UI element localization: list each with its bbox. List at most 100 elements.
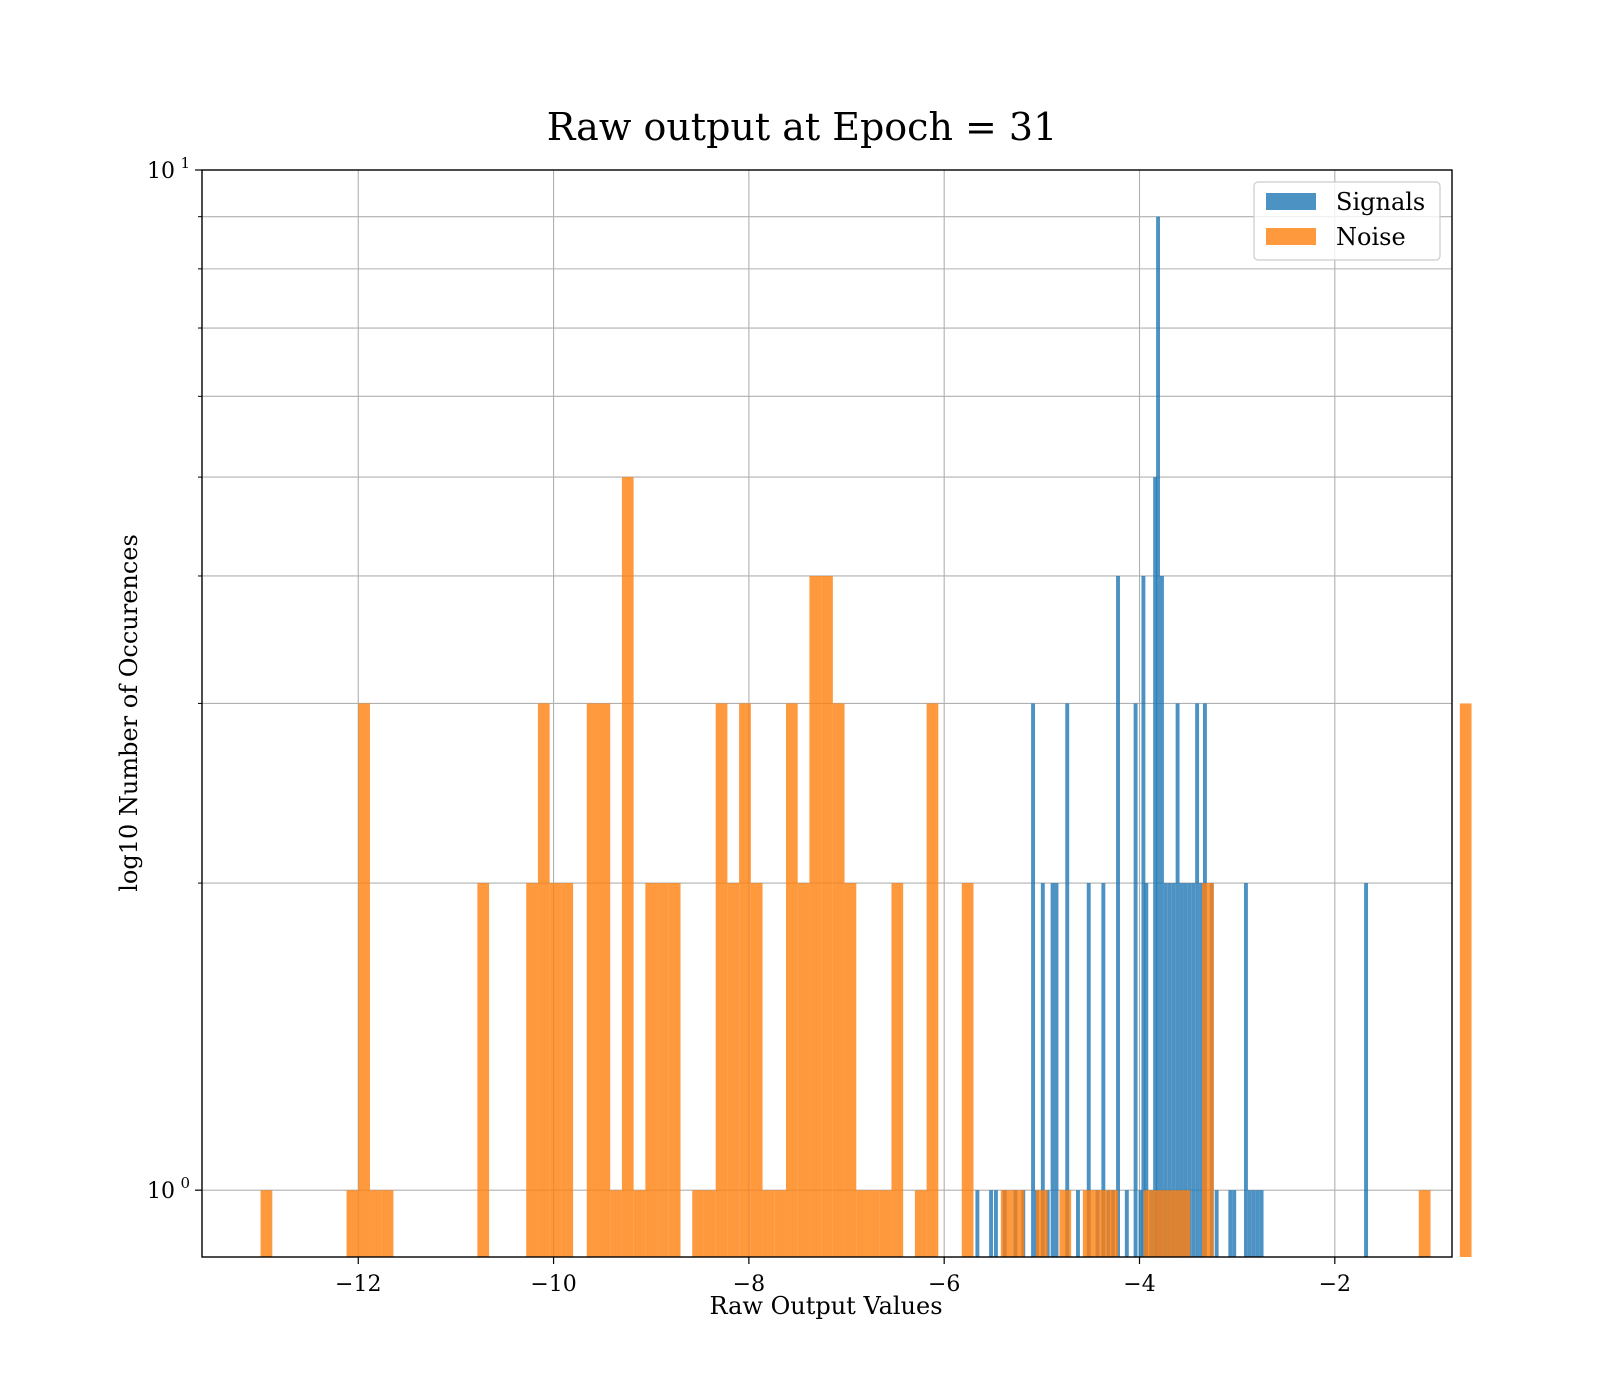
noise-bar [715,703,728,1257]
legend-label-noise: Noise [1336,223,1406,251]
noise-bar [832,703,845,1257]
signals-bar [1153,477,1158,1257]
signals-bar [975,1190,980,1257]
signals-bar [1199,883,1203,1257]
noise-bar [1155,1190,1167,1257]
x-axis-ticks: −12 −10 −8 −6 −4 −2 [335,1257,1351,1297]
y-tick-label: 10 [147,159,175,184]
noise-bar [1106,1190,1119,1257]
noise-bar [774,1190,786,1257]
chart-title: Raw output at Epoch = 31 [547,105,1058,149]
noise-bar [891,883,904,1257]
signals-bar [1138,1190,1143,1257]
noise-bar [598,703,611,1257]
signals-bar [1187,883,1192,1257]
signals-bar [1175,703,1180,1257]
signals-bar [1191,883,1196,1257]
signals-bar [1228,1190,1233,1257]
signals-bar [1364,883,1369,1257]
noise-bar [645,883,658,1257]
y-tick-label-base: 10 [147,159,175,184]
signals-bar [1171,883,1176,1257]
legend-label-signals: Signals [1336,188,1425,216]
noise-bar [1459,703,1472,1257]
signals-bar [1101,883,1106,1257]
noise-bar [1418,1190,1431,1257]
signals-bar [1040,883,1045,1257]
signals-bar [1255,1190,1260,1257]
y-axis-label: log10 Number of Occurences [115,534,143,892]
axes-frame [201,169,1453,1258]
signals-bar [1251,1190,1256,1257]
signals-bar [1141,575,1146,1257]
x-tick-label: −12 [335,1272,381,1297]
noise-bar [739,703,751,1257]
noise-bar [1082,1190,1095,1257]
x-tick-label: −6 [928,1272,960,1297]
y-axis-ticks: 10 0 10 1 [147,154,202,1204]
noise-bar [844,883,857,1257]
signals-bar [1050,883,1055,1257]
legend-swatch-signals [1266,193,1316,210]
noise-bar [750,883,763,1257]
x-tick-label: −8 [733,1272,765,1297]
noise-bar [785,703,798,1257]
signals-bar [1156,216,1161,1258]
noise-bar [762,1190,775,1257]
noise-bar [621,477,634,1257]
noise-bar [926,703,939,1257]
noise-bar [821,575,833,1257]
signals-bar [1065,703,1070,1257]
signals-bar [1116,575,1120,1257]
noise-bar [369,1190,382,1257]
noise-bar [668,883,681,1257]
noise-bar [1202,883,1214,1257]
signals-bar [1076,1190,1080,1257]
noise-bar [358,703,370,1257]
signals-bar [1183,883,1188,1257]
y-tick-label-exponent: 0 [180,1174,190,1192]
noise-bar [961,883,974,1257]
noise-bar [1178,1190,1191,1257]
noise-bar [526,883,538,1257]
noise-bar [703,1190,716,1257]
signals-bar [1179,883,1184,1257]
signals-bar [1259,1190,1264,1257]
plot-area: −12 −10 −8 −6 −4 −2 10 0 10 1 [147,154,1472,1297]
noise-bar [657,883,669,1257]
signals-bar [1232,1190,1237,1257]
noise-bar [856,1190,869,1257]
x-tick-label: −10 [530,1272,576,1297]
noise-bar [1012,1190,1025,1257]
x-tick-label: −4 [1123,1272,1155,1297]
bars-layer [260,216,1472,1258]
signals-bar [1054,883,1059,1257]
signals-bar [1124,1190,1129,1257]
noise-bar [537,703,550,1257]
signals-bar [1086,883,1091,1257]
noise-bar [561,883,574,1257]
signals-bar [989,1190,994,1257]
noise-bar [914,1190,927,1257]
noise-bar [809,575,822,1257]
noise-bar [381,1190,394,1257]
noise-bar [1000,1190,1013,1257]
noise-bar [797,883,810,1257]
noise-bar [1059,1190,1072,1257]
noise-bar [1143,1190,1156,1257]
signals-bar [1167,883,1172,1257]
noise-bar [586,703,599,1257]
noise-bar [1094,1190,1107,1257]
signals-bar [1243,883,1248,1257]
y-tick-label-exponent: 1 [180,154,190,172]
signals-bar [1214,1190,1219,1257]
x-tick-label: −2 [1319,1272,1351,1297]
noise-bar [549,883,562,1257]
noise-bar [610,1190,622,1257]
y-tick-label: 10 [147,1179,175,1204]
noise-bar [868,1190,880,1257]
signals-bar [1163,883,1168,1257]
noise-bar [477,883,490,1257]
signals-bar [1031,703,1036,1257]
